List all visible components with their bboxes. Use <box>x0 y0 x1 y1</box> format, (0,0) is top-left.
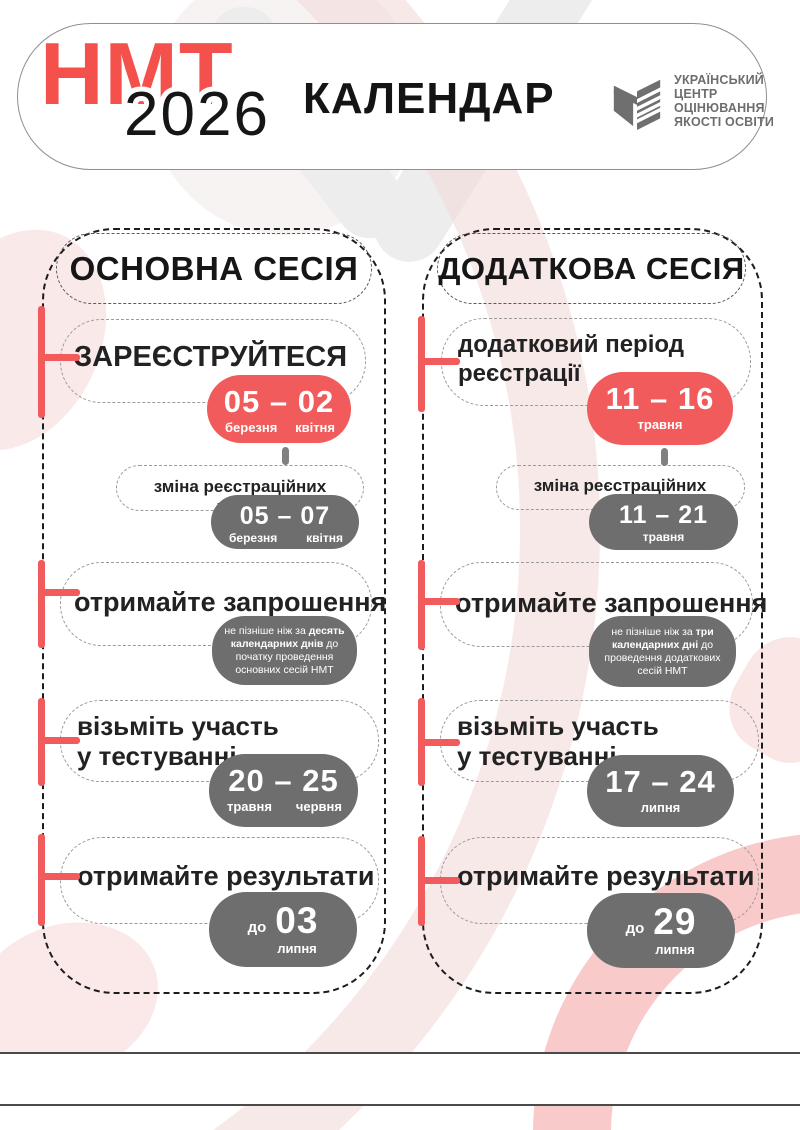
date-pill-register: 05 – 02 березня квітня <box>207 375 351 443</box>
timeline-tick <box>38 834 45 926</box>
logo-line: УКРАЇНСЬКИЙ <box>674 73 764 88</box>
page-title: КАЛЕНДАР <box>303 74 555 123</box>
date-pill-test: 17 – 24 липня <box>587 755 734 827</box>
brand-year-halo: 2026 <box>119 79 273 151</box>
date-pill-test: 20 – 25 травня червня <box>209 754 358 827</box>
note-text-bold: три календарних дні <box>611 625 714 651</box>
ucqa-logo-icon <box>613 79 661 130</box>
date-prefix: до <box>625 920 645 937</box>
date-range: 05 – 07 <box>239 502 331 530</box>
step-results-label: отримайте результати <box>457 861 755 891</box>
date-prefix: до <box>247 919 267 936</box>
invitation-note: не пізніше ніж за три календарних дні до… <box>589 616 736 687</box>
timeline-tick <box>418 598 460 605</box>
note-text: не пізніше ніж за <box>224 624 309 637</box>
main-session-title: ОСНОВНА СЕСІЯ <box>56 233 372 304</box>
logo-line: ОЦІНЮВАННЯ <box>674 101 765 115</box>
footer-band <box>0 1052 800 1106</box>
date-range: 11 – 16 <box>605 381 715 416</box>
step-invitation-label: отримайте запрошення <box>455 588 768 618</box>
date-pill-results: до 29 липня <box>587 893 735 968</box>
step-additional-registration-label: додатковий період реєстрації <box>458 330 684 388</box>
brand-nmt: НМТ <box>40 24 234 123</box>
month-label: липня <box>640 800 681 815</box>
step-test-label: візьміть участь у тестуванні <box>457 711 659 771</box>
connector-bar <box>282 447 289 465</box>
date-range: 17 – 24 <box>605 764 716 799</box>
ucqa-logo-text: УКРАЇНСЬКИЙ ЦЕНТР ОЦІНЮВАННЯ ЯКОСТІ ОСВІ… <box>674 74 774 129</box>
timeline-tick <box>38 306 45 418</box>
timeline-tick <box>418 739 460 746</box>
invitation-note: не пізніше ніж за десять календарних дні… <box>212 616 357 685</box>
connector-bar <box>661 448 668 466</box>
date-range: 11 – 21 <box>618 501 709 529</box>
brand-year: 2026 2026 <box>119 79 284 151</box>
step-label-line2: реєстрації <box>458 360 581 387</box>
date-pill-additional-registration: 11 – 16 травня <box>587 372 733 445</box>
date-value: 03 <box>275 900 319 941</box>
month-label: травня <box>227 799 272 814</box>
logo-line: ЯКОСТІ ОСВІТИ <box>674 114 775 129</box>
note-text-bold: десять календарних днів <box>230 624 345 650</box>
date-pill-change: 11 – 21 травня <box>589 494 738 550</box>
date-range: 05 – 02 <box>223 384 335 419</box>
timeline-tick <box>418 560 425 650</box>
timeline-tick <box>418 877 460 884</box>
step-test-label-line2: у тестуванні <box>457 741 617 771</box>
date-pill-change: 05 – 07 березня квітня <box>211 495 359 549</box>
ucqa-logo: УКРАЇНСЬКИЙ ЦЕНТР ОЦІНЮВАННЯ ЯКОСТІ ОСВІ… <box>608 74 774 130</box>
month-label: березня <box>225 420 278 435</box>
step-invitation-label: отримайте запрошення <box>74 587 387 617</box>
date-pill-results: до 03 липня <box>209 892 357 967</box>
month-label: березня <box>229 531 278 545</box>
step-test-label: візьміть участь у тестуванні <box>77 711 279 771</box>
timeline-tick <box>38 737 80 744</box>
note-text: до початку проведення основних сесій НМТ <box>235 637 339 676</box>
step-register-label: ЗАРЕЄСТРУЙТЕСЯ <box>74 341 348 373</box>
date-value: 29 <box>653 901 697 942</box>
additional-session-title: ДОДАТКОВА СЕСІЯ <box>437 233 746 304</box>
note-text: до проведення додаткових сесій НМТ <box>604 638 721 677</box>
logo-line: ЦЕНТР <box>674 87 718 102</box>
month-label: квітня <box>306 531 343 545</box>
month-label: червня <box>295 799 342 814</box>
timeline-tick <box>418 358 460 365</box>
timeline-tick <box>38 873 80 880</box>
month-label: травня <box>637 417 683 432</box>
month-label: квітня <box>295 420 335 435</box>
note-text: не пізніше ніж за <box>611 625 696 638</box>
step-test-label-line2: у тестуванні <box>77 741 237 771</box>
timeline-tick <box>38 589 80 596</box>
date-range: 20 – 25 <box>228 763 339 798</box>
brand-year-text: 2026 <box>124 80 270 149</box>
step-test-label-line1: візьміть участь <box>457 711 659 741</box>
month-label: травня <box>642 530 685 544</box>
month-label: липня <box>655 942 695 957</box>
step-test-label-line1: візьміть участь <box>77 711 279 741</box>
month-label: липня <box>277 941 317 956</box>
step-label-line1: додатковий період <box>458 331 684 358</box>
step-results-label: отримайте результати <box>77 861 375 891</box>
timeline-tick <box>38 560 45 648</box>
timeline-tick <box>38 354 80 361</box>
